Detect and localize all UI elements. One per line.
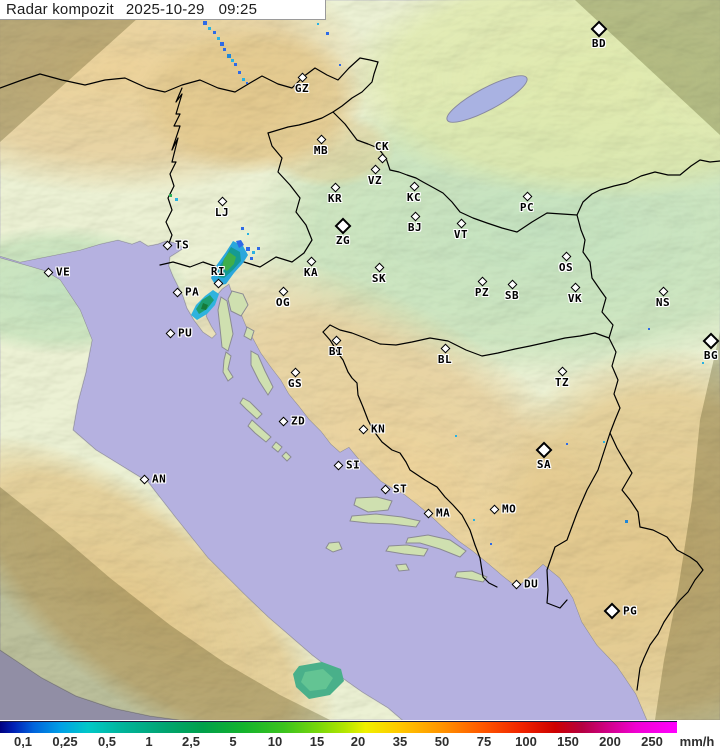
radar-echo-layer (169, 13, 704, 699)
colorbar-tick: 250 (641, 734, 663, 749)
radar-echo (201, 303, 208, 310)
radar-echo (301, 669, 333, 691)
title-date: 2025-10-29 (125, 1, 205, 18)
radar-echo-speck (603, 441, 605, 443)
radar-echo-speck (648, 328, 650, 330)
colorbar-tick: 20 (350, 734, 366, 749)
unit-label: mm/h (679, 734, 715, 749)
radar-echo-speck (246, 247, 250, 251)
radar-echo-speck (455, 435, 457, 437)
map-canvas (0, 0, 720, 720)
radar-echo-speck (231, 59, 234, 62)
range-limit-overlays (0, 0, 720, 720)
radar-echo (222, 252, 236, 271)
radar-echo-speck (223, 48, 226, 51)
radar-echo-speck (625, 520, 628, 523)
colorbar-tick: 2,5 (181, 734, 201, 749)
radar-echo-speck (175, 198, 178, 201)
radar-echo-speck (169, 194, 172, 197)
radar-echo-speck (213, 31, 216, 34)
radar-echo-speck (339, 64, 341, 66)
colorbar-tick: 35 (392, 734, 408, 749)
radar-echo-speck (227, 54, 231, 58)
radar-echo-speck (203, 21, 207, 25)
radar-echo-speck (317, 23, 319, 25)
radar-echo-speck (234, 63, 237, 66)
radar-echo-speck (247, 233, 249, 235)
colorbar-tick: 200 (599, 734, 621, 749)
radar-echo-speck (250, 257, 253, 260)
radar-echo-speck (220, 42, 224, 46)
radar-echo-speck (252, 251, 255, 254)
radar-echo-speck (242, 78, 245, 81)
colorbar-tick: 10 (267, 734, 283, 749)
title-product: Radar kompozit (6, 1, 114, 18)
radar-echo-speck (566, 443, 568, 445)
colorbar-tick: 1 (145, 734, 153, 749)
radar-echo (236, 240, 244, 248)
islands-group (217, 290, 488, 583)
colorbar-tick: 0,5 (97, 734, 117, 749)
colorbar-tick: 5 (229, 734, 237, 749)
radar-echo-speck (326, 32, 329, 35)
colorbar-tick: 100 (515, 734, 537, 749)
colorbar-tick: 150 (557, 734, 579, 749)
lake-balaton (446, 75, 528, 123)
radar-echo-speck (246, 82, 248, 84)
legend-strip: 0,1 0,25 0,5 1 2,5 5 10 15 20 35 50 75 100 150 200 250 … (0, 720, 720, 751)
colorbar-tick: 0,1 (13, 734, 33, 749)
country-borders (0, 57, 720, 691)
colorbar-tick: 75 (476, 734, 492, 749)
radar-map (0, 0, 720, 720)
rainfall-colorbar (0, 721, 677, 733)
radar-echo-speck (241, 227, 244, 230)
radar-echo-speck (702, 362, 704, 364)
colorbar-tick: 15 (309, 734, 325, 749)
title-bar: Radar kompozit 2025-10-29 09:25 (0, 0, 326, 20)
radar-echo-speck (490, 543, 492, 545)
radar-echo-speck (257, 247, 260, 250)
colorbar-tick: 0,25 (52, 734, 78, 749)
radar-echo-speck (208, 27, 211, 30)
radar-echo-speck (217, 37, 220, 40)
radar-echo-speck (238, 71, 241, 74)
colorbar-tick: 50 (434, 734, 450, 749)
radar-echo-speck (473, 519, 475, 521)
title-time: 09:25 (218, 1, 258, 18)
